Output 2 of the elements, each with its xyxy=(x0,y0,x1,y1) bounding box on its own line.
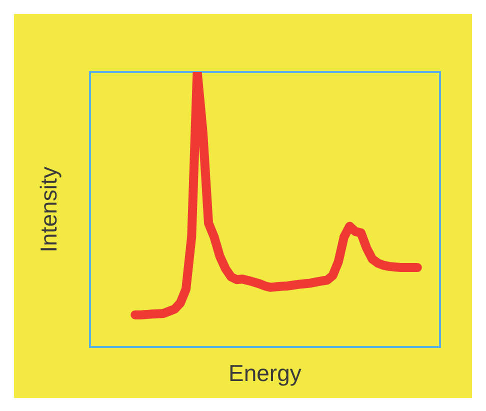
y-axis-title: Intensity xyxy=(34,166,62,252)
x-axis-title: Energy xyxy=(228,360,302,387)
